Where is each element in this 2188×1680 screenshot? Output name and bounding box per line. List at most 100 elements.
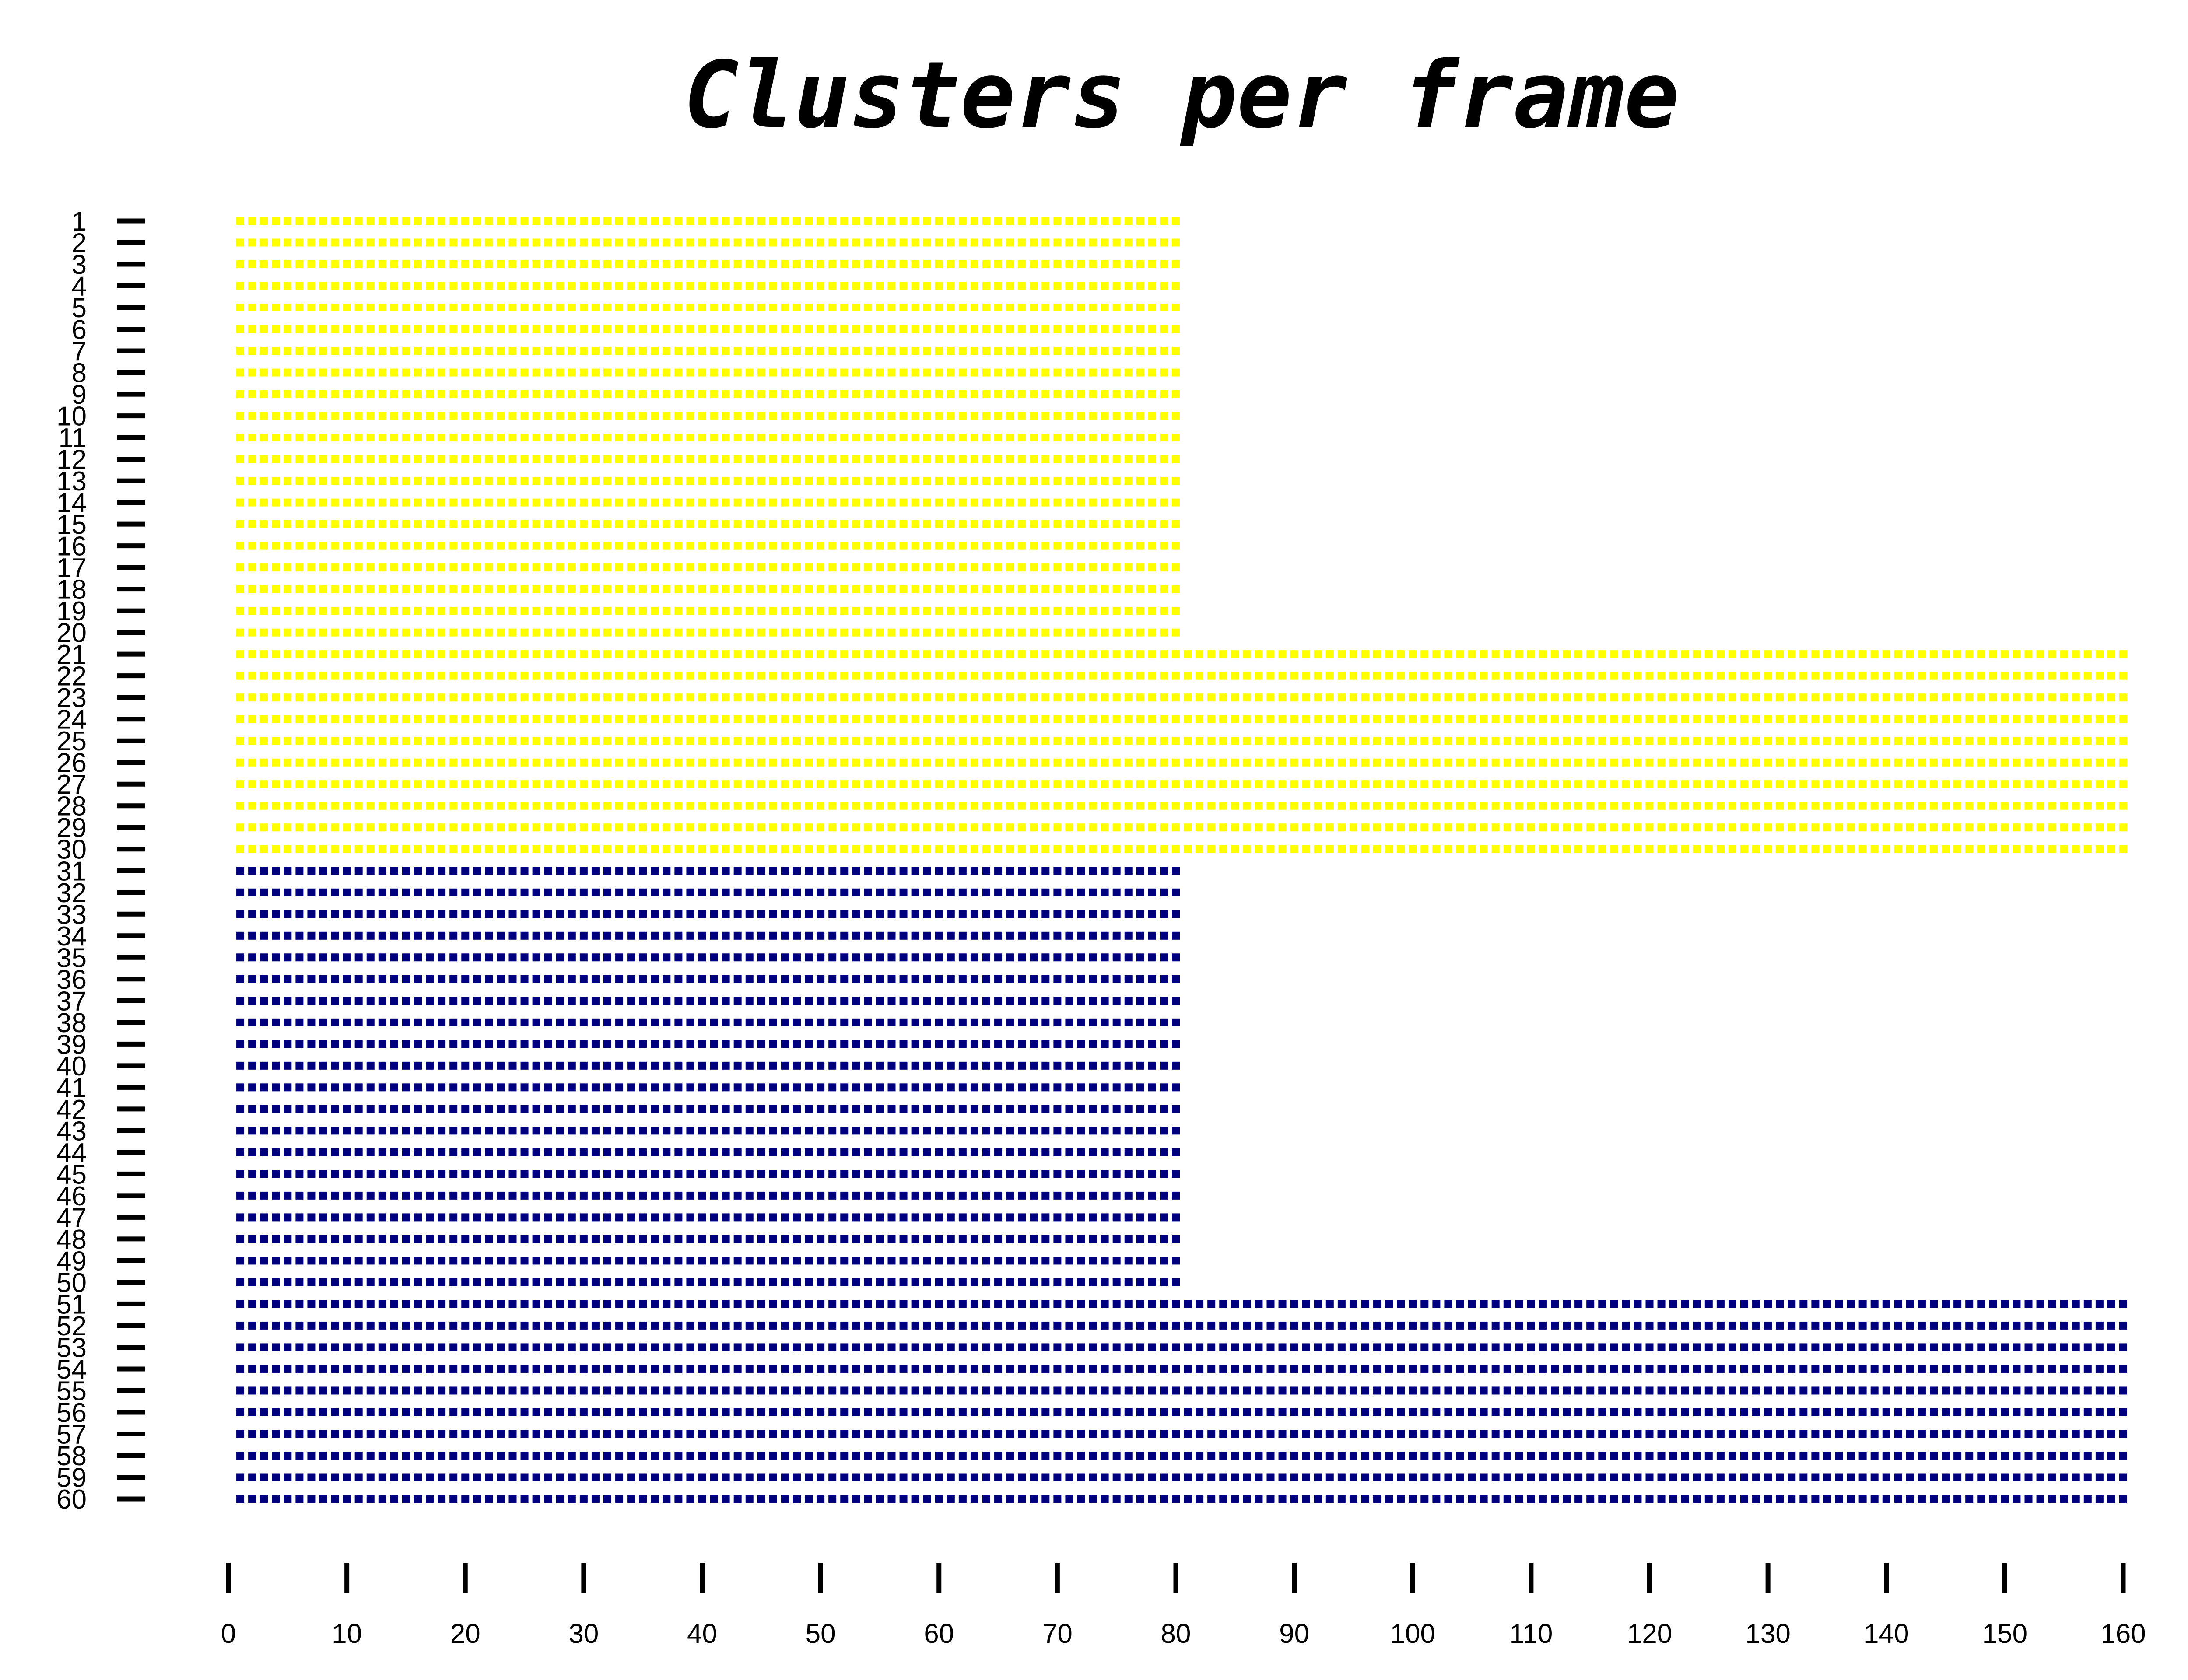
data-point	[1942, 758, 1950, 766]
data-point	[840, 498, 849, 507]
data-point	[627, 672, 635, 680]
data-point	[958, 1083, 967, 1092]
data-point	[2107, 823, 2115, 832]
data-point	[461, 715, 470, 723]
data-point	[686, 455, 694, 463]
data-point	[1041, 282, 1050, 290]
data-point	[1018, 1235, 1026, 1243]
data-point	[698, 1213, 706, 1222]
data-point	[923, 780, 931, 788]
data-point	[805, 498, 813, 507]
data-point	[284, 931, 292, 940]
data-point	[1018, 1018, 1026, 1026]
x-axis: 0 10 20 30 40 50 60 70 80 90 100 110 120 130 140 150 160	[221, 1563, 2146, 1649]
data-point	[272, 1083, 280, 1092]
data-point	[307, 1148, 316, 1156]
data-point	[284, 325, 292, 333]
data-point	[1089, 1256, 1097, 1265]
data-point	[1645, 715, 1654, 723]
data-point	[864, 347, 872, 355]
data-point	[1160, 672, 1168, 680]
data-point	[544, 477, 552, 485]
data-point	[1906, 823, 1914, 832]
data-point	[935, 477, 943, 485]
data-point	[769, 1148, 777, 1156]
data-point	[366, 931, 375, 940]
data-point	[603, 1040, 611, 1048]
data-point	[1764, 650, 1772, 658]
data-point	[1491, 758, 1500, 766]
data-point	[248, 823, 256, 832]
data-point	[674, 390, 683, 399]
data-point	[236, 1040, 245, 1048]
data-point	[402, 412, 410, 420]
data-point	[366, 585, 375, 593]
data-point	[438, 737, 446, 745]
data-point	[2048, 715, 2056, 723]
data-point	[438, 1148, 446, 1156]
data-point	[876, 867, 884, 875]
data-point	[1491, 780, 1500, 788]
data-point	[805, 1191, 813, 1200]
data-point	[1503, 823, 1511, 832]
data-point	[1361, 802, 1369, 810]
data-point	[1030, 542, 1038, 550]
data-point	[272, 1061, 280, 1070]
data-point	[817, 390, 825, 399]
data-point	[1219, 672, 1227, 680]
data-point	[852, 434, 860, 442]
data-point	[994, 1148, 1003, 1156]
data-point	[686, 607, 694, 615]
data-point	[1124, 1061, 1133, 1070]
data-point	[319, 953, 327, 962]
data-point	[733, 325, 742, 333]
data-point	[426, 1235, 434, 1243]
data-point	[639, 542, 647, 550]
data-point	[1728, 737, 1736, 745]
data-point	[1089, 1213, 1097, 1222]
data-point	[698, 672, 706, 680]
data-point	[639, 347, 647, 355]
data-point	[722, 1127, 730, 1135]
data-point	[1112, 650, 1121, 658]
data-point	[1681, 693, 1689, 702]
data-point	[2095, 758, 2104, 766]
data-point	[331, 823, 339, 832]
data-point	[461, 260, 470, 269]
data-point	[757, 931, 765, 940]
data-point	[1184, 715, 1192, 723]
data-point	[1041, 304, 1050, 312]
data-point	[911, 498, 919, 507]
data-point	[663, 867, 671, 875]
data-point	[343, 1127, 351, 1135]
data-point	[307, 1300, 316, 1308]
data-point	[887, 910, 896, 918]
data-point	[366, 1300, 375, 1308]
data-point	[1302, 845, 1310, 853]
data-point	[911, 1213, 919, 1222]
data-point	[366, 542, 375, 550]
data-point	[438, 564, 446, 572]
data-point	[899, 347, 908, 355]
data-point	[615, 953, 624, 962]
data-point	[1527, 823, 1535, 832]
data-point	[745, 455, 754, 463]
data-point	[449, 217, 458, 225]
data-point	[1148, 693, 1156, 702]
data-point	[805, 737, 813, 745]
data-point	[769, 628, 777, 637]
data-point	[591, 498, 600, 507]
data-point	[1112, 1256, 1121, 1265]
data-point	[2024, 693, 2033, 702]
data-point	[473, 715, 481, 723]
data-point	[1101, 693, 1109, 702]
data-point	[757, 238, 765, 247]
data-point	[1077, 780, 1085, 788]
data-point	[1101, 217, 1109, 225]
data-point	[745, 953, 754, 962]
data-point	[769, 1083, 777, 1092]
data-point	[532, 975, 540, 983]
data-point	[674, 434, 683, 442]
data-point	[817, 802, 825, 810]
data-point	[911, 542, 919, 550]
